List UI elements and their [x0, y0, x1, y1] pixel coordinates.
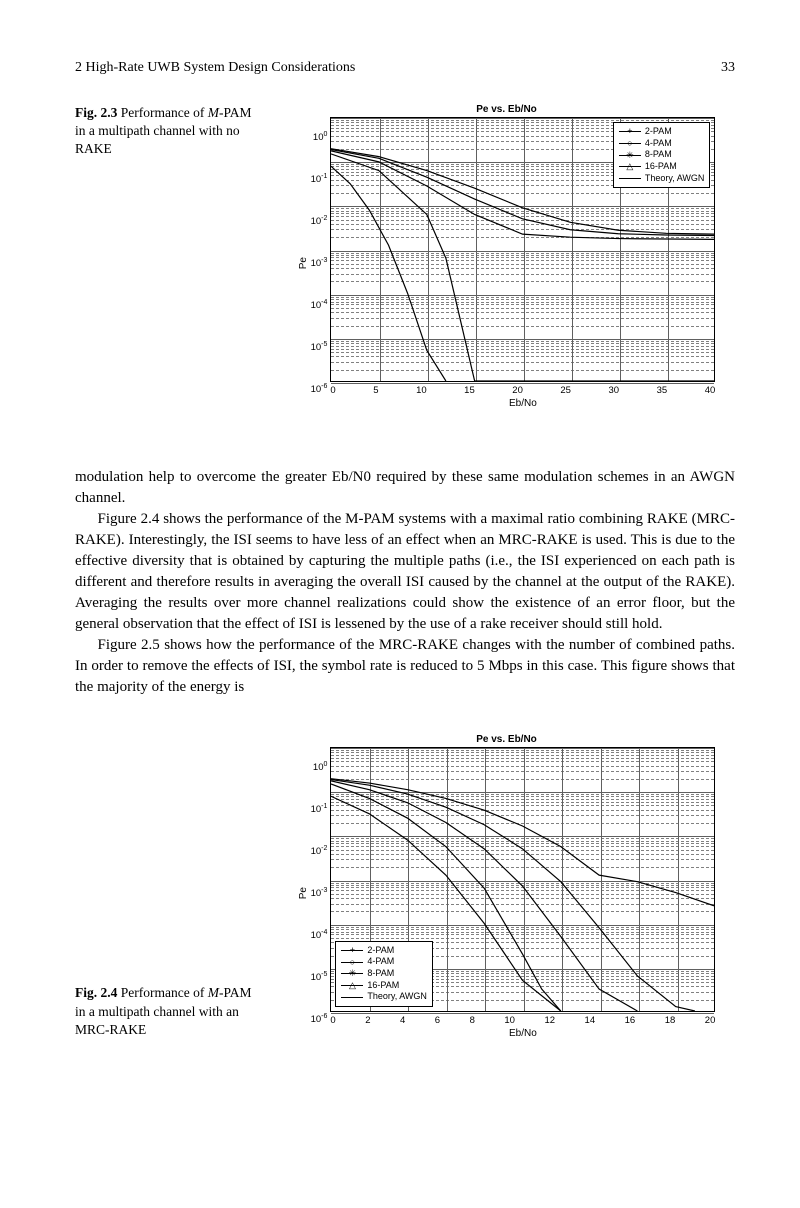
chart-a-title: Pe vs. Eb/No	[476, 104, 537, 115]
chart-a-ylabel: Pe	[298, 257, 309, 269]
chart-b-plot: +2-PAM○4-PAM✳8-PAM△16-PAMTheory, AWGN	[330, 747, 715, 1012]
figure-2-3: Fig. 2.3 Performance of M-PAM in a multi…	[75, 104, 735, 409]
chart-b: Pe vs. Eb/No Pe 10010-110-210-310-410-51…	[278, 734, 735, 1039]
chart-a: Pe vs. Eb/No Pe 10010-110-210-310-410-51…	[278, 104, 735, 409]
chart-b-xticks: 02468101214161820	[330, 1015, 715, 1026]
paragraph-3: Figure 2.5 shows how the performance of …	[75, 635, 735, 698]
chart-a-xticks: 0510152025303540	[330, 385, 715, 396]
fig23-label: Fig. 2.3	[75, 105, 117, 120]
chart-a-yticks: 10010-110-210-310-410-510-6	[311, 131, 328, 396]
fig24-caption: Fig. 2.4 Performance of M-PAM in a multi…	[75, 984, 260, 1039]
chart-b-title: Pe vs. Eb/No	[476, 734, 537, 745]
paragraph-1: modulation help to overcome the greater …	[75, 467, 735, 509]
paragraph-2: Figure 2.4 shows the performance of the …	[75, 509, 735, 635]
chart-b-ylabel: Pe	[298, 887, 309, 899]
page-number: 33	[721, 60, 735, 76]
header-left: 2 High-Rate UWB System Design Considerat…	[75, 60, 355, 76]
fig23-caption: Fig. 2.3 Performance of M-PAM in a multi…	[75, 104, 260, 159]
chart-a-xlabel: Eb/No	[330, 398, 715, 409]
figure-2-4: Fig. 2.4 Performance of M-PAM in a multi…	[75, 734, 735, 1039]
body-text: modulation help to overcome the greater …	[75, 467, 735, 698]
chart-b-xlabel: Eb/No	[330, 1028, 715, 1039]
page-header: 2 High-Rate UWB System Design Considerat…	[75, 60, 735, 76]
chart-b-yticks: 10010-110-210-310-410-510-6	[311, 761, 328, 1026]
chart-a-plot: +2-PAM○4-PAM✳8-PAM△16-PAMTheory, AWGN	[330, 117, 715, 382]
fig24-label: Fig. 2.4	[75, 985, 117, 1000]
